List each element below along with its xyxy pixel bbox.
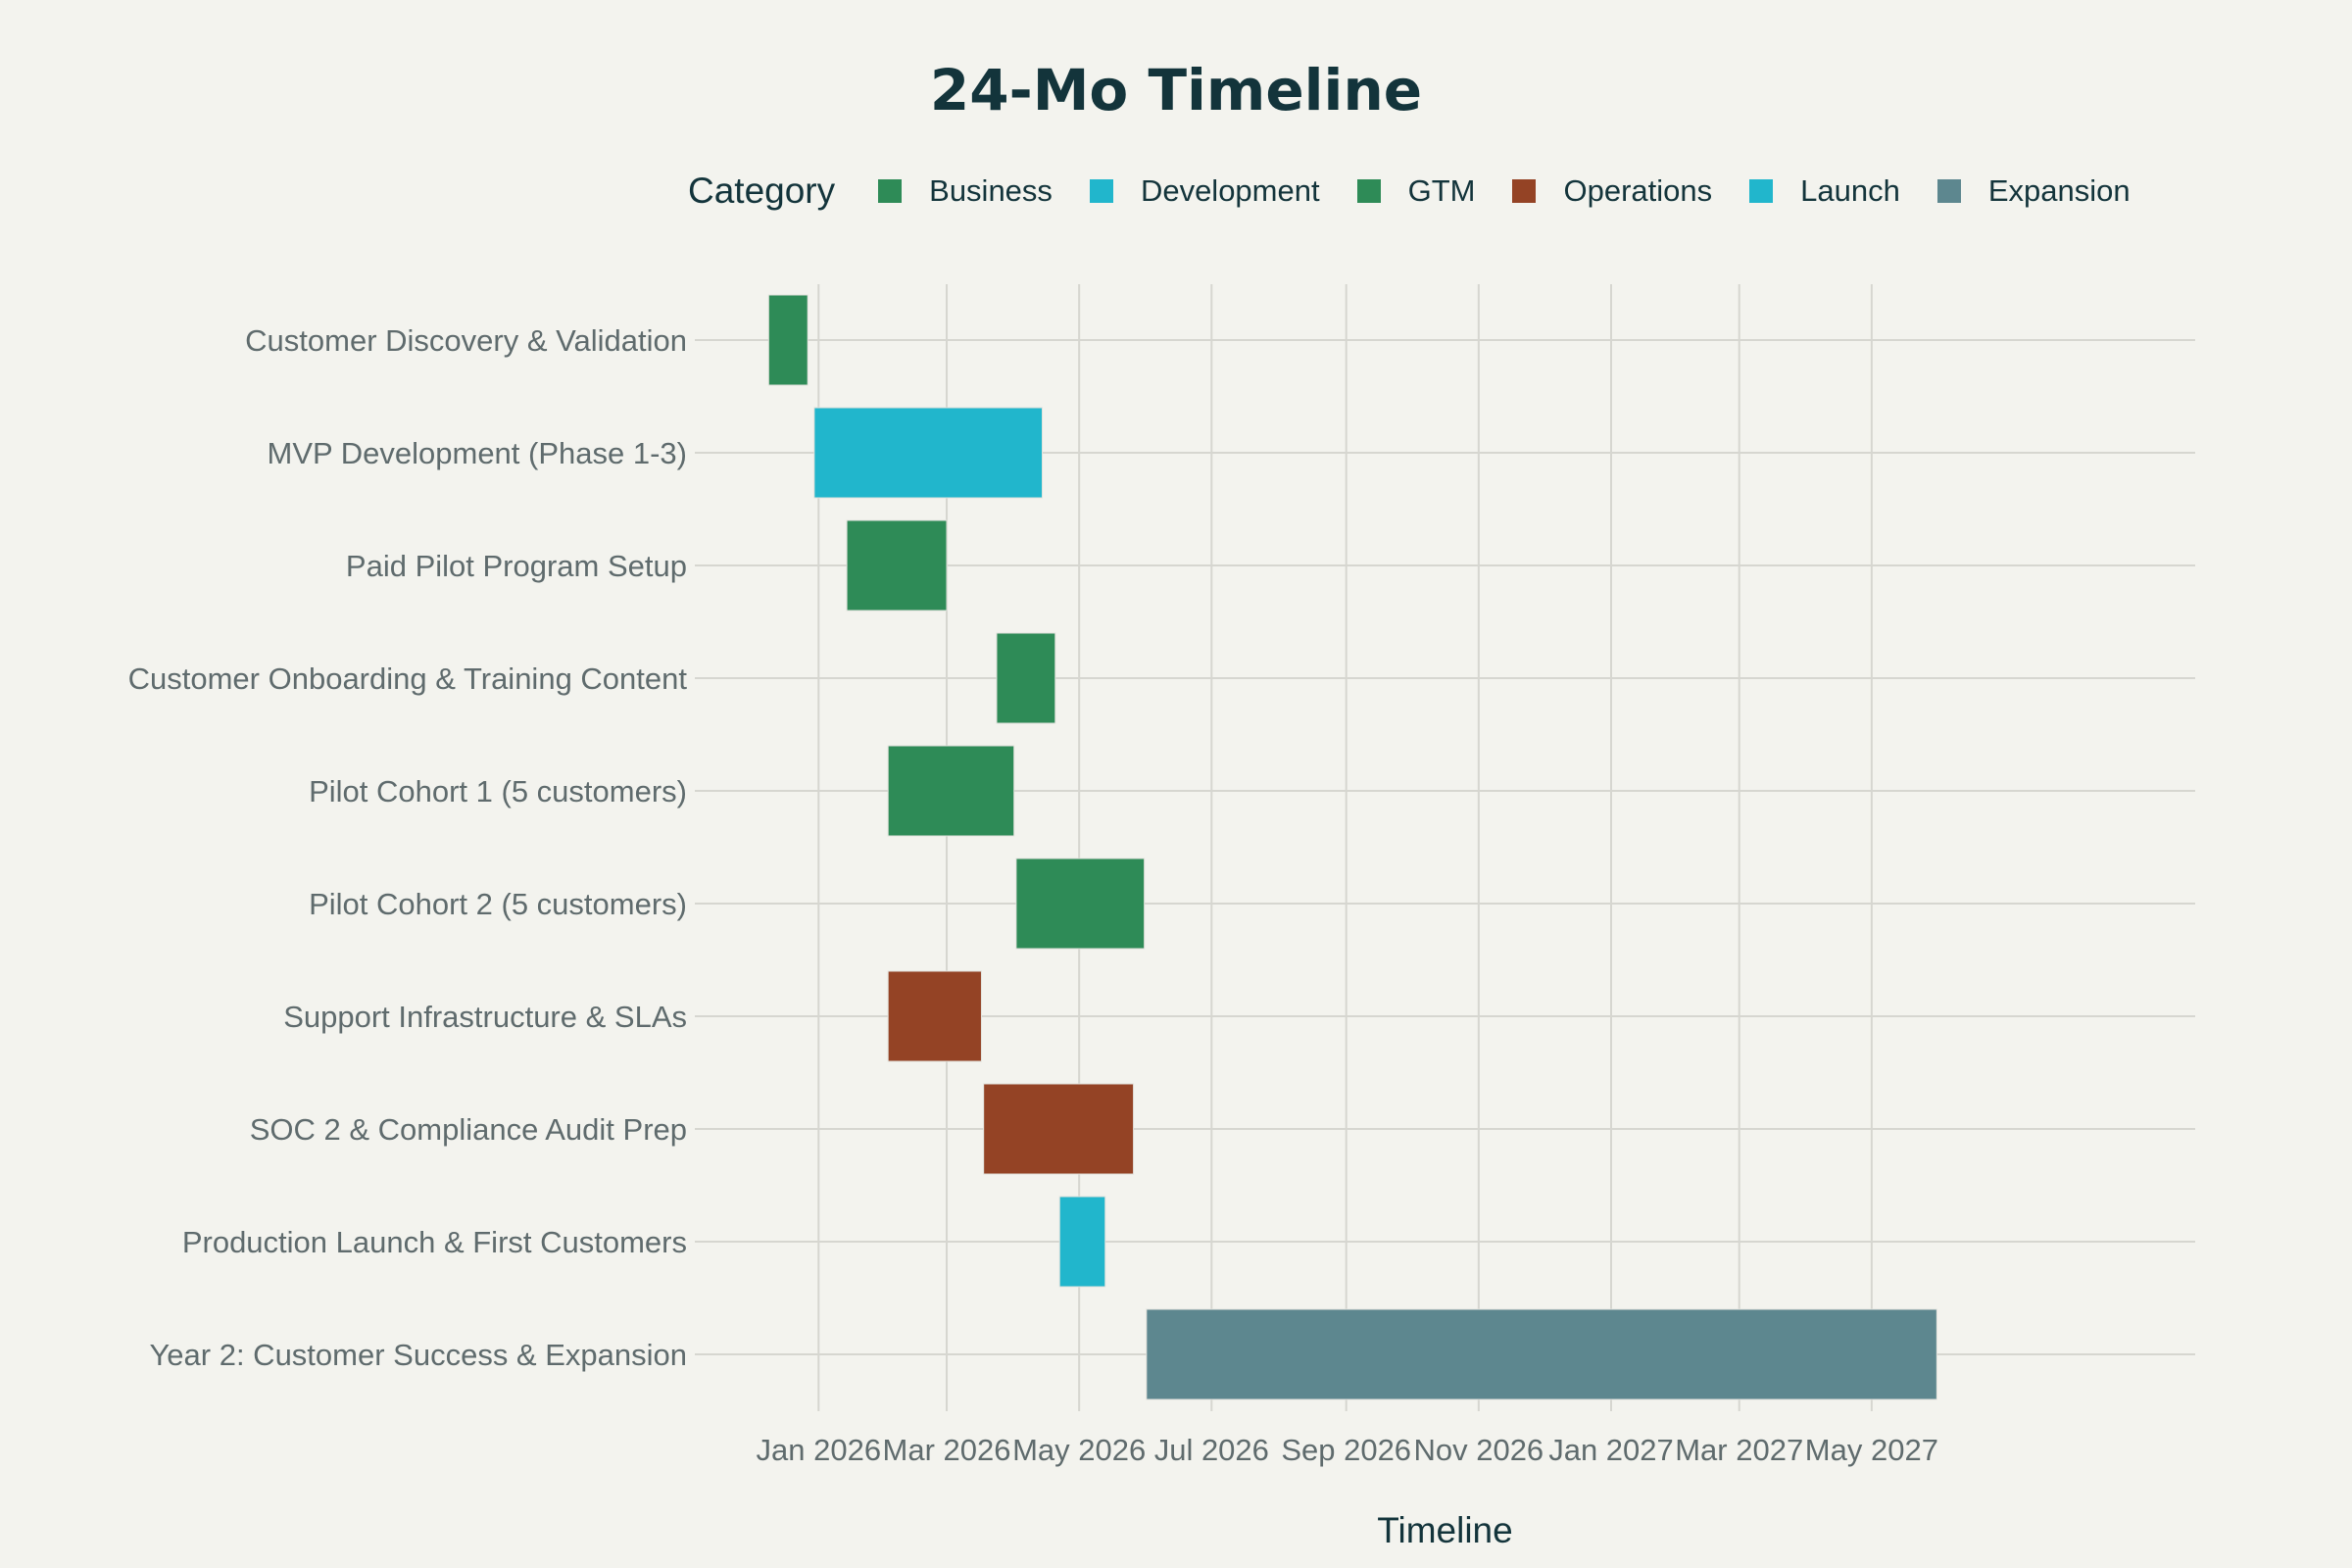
y-tick-label: Year 2: Customer Success & Expansion	[149, 1338, 687, 1372]
x-tick-label: May 2026	[1012, 1433, 1146, 1467]
gantt-bar	[983, 1083, 1135, 1175]
chart-title: 24-Mo Timeline	[929, 57, 1423, 123]
legend-item[interactable]: GTM	[1356, 173, 1476, 209]
y-tick-label: SOC 2 & Compliance Audit Prep	[250, 1112, 687, 1147]
x-tick-label: Jan 2027	[1548, 1433, 1674, 1467]
x-tick-label: May 2027	[1805, 1433, 1938, 1467]
x-tick-label: Jul 2026	[1154, 1433, 1269, 1467]
gantt-bar	[887, 745, 1015, 837]
legend-swatch	[1089, 179, 1113, 203]
x-tick-label: Mar 2026	[883, 1433, 1011, 1467]
legend: Category Business Development GTM Operation…	[688, 171, 2168, 212]
y-tick-label: Support Infrastructure & SLAs	[283, 1000, 687, 1034]
legend-swatch	[1749, 179, 1774, 203]
y-tick-label: MVP Development (Phase 1-3)	[268, 436, 687, 470]
x-tick-label: Jan 2026	[757, 1433, 882, 1467]
gantt-bar	[1146, 1308, 1937, 1400]
x-tick-label: Mar 2027	[1675, 1433, 1803, 1467]
legend-item[interactable]: Launch	[1749, 173, 1900, 209]
legend-label: Expansion	[1987, 173, 2131, 208]
gantt-bar	[846, 519, 948, 612]
x-axis-title: Timeline	[1377, 1510, 1512, 1550]
gantt-bar	[887, 970, 982, 1062]
legend-swatch	[1936, 179, 1961, 203]
gantt-bar	[767, 294, 808, 386]
legend-label: Development	[1140, 173, 1320, 208]
legend-swatch	[1512, 179, 1537, 203]
legend-label: GTM	[1407, 173, 1476, 208]
gantt-bar	[813, 407, 1044, 499]
y-tick-label: Production Launch & First Customers	[182, 1225, 687, 1259]
y-tick-label: Pilot Cohort 1 (5 customers)	[309, 774, 687, 808]
gantt-bar	[1015, 858, 1146, 950]
y-tick-label: Customer Onboarding & Training Content	[128, 662, 688, 696]
gantt-bar	[1058, 1196, 1106, 1288]
legend-label: Launch	[1800, 173, 1900, 208]
y-tick-label: Pilot Cohort 2 (5 customers)	[309, 887, 687, 921]
y-tick-label: Customer Discovery & Validation	[245, 323, 687, 358]
legend-item[interactable]: Business	[878, 173, 1053, 209]
legend-item[interactable]: Development	[1089, 173, 1320, 209]
legend-swatch	[1356, 179, 1381, 203]
legend-swatch	[878, 179, 903, 203]
legend-title: Category	[688, 171, 836, 211]
x-tick-label: Nov 2026	[1413, 1433, 1544, 1467]
gantt-bar	[996, 632, 1056, 724]
y-tick-label: Paid Pilot Program Setup	[346, 549, 687, 583]
legend-label: Operations	[1563, 173, 1713, 208]
legend-item[interactable]: Operations	[1512, 173, 1712, 209]
legend-item[interactable]: Expansion	[1936, 173, 2131, 209]
legend-label: Business	[929, 173, 1053, 208]
x-tick-label: Sep 2026	[1281, 1433, 1411, 1467]
